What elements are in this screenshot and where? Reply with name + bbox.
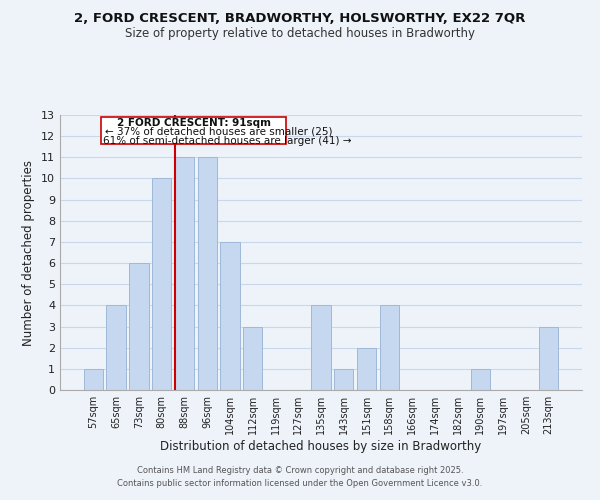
Bar — [357, 348, 376, 390]
Bar — [84, 369, 103, 390]
Text: 61% of semi-detached houses are larger (41) →: 61% of semi-detached houses are larger (… — [103, 136, 351, 145]
Text: 2, FORD CRESCENT, BRADWORTHY, HOLSWORTHY, EX22 7QR: 2, FORD CRESCENT, BRADWORTHY, HOLSWORTHY… — [74, 12, 526, 26]
Bar — [197, 158, 217, 390]
Bar — [380, 306, 399, 390]
Text: Size of property relative to detached houses in Bradworthy: Size of property relative to detached ho… — [125, 28, 475, 40]
Bar — [243, 326, 262, 390]
Bar — [334, 369, 353, 390]
Text: Contains HM Land Registry data © Crown copyright and database right 2025.
Contai: Contains HM Land Registry data © Crown c… — [118, 466, 482, 487]
Bar — [152, 178, 172, 390]
FancyBboxPatch shape — [101, 116, 286, 144]
Text: 2 FORD CRESCENT: 91sqm: 2 FORD CRESCENT: 91sqm — [116, 118, 271, 128]
Bar — [311, 306, 331, 390]
Text: ← 37% of detached houses are smaller (25): ← 37% of detached houses are smaller (25… — [105, 126, 332, 136]
X-axis label: Distribution of detached houses by size in Bradworthy: Distribution of detached houses by size … — [160, 440, 482, 453]
Bar — [129, 263, 149, 390]
Y-axis label: Number of detached properties: Number of detached properties — [22, 160, 35, 346]
Bar — [175, 158, 194, 390]
Bar — [220, 242, 239, 390]
Bar — [539, 326, 558, 390]
Bar — [106, 306, 126, 390]
Bar — [470, 369, 490, 390]
